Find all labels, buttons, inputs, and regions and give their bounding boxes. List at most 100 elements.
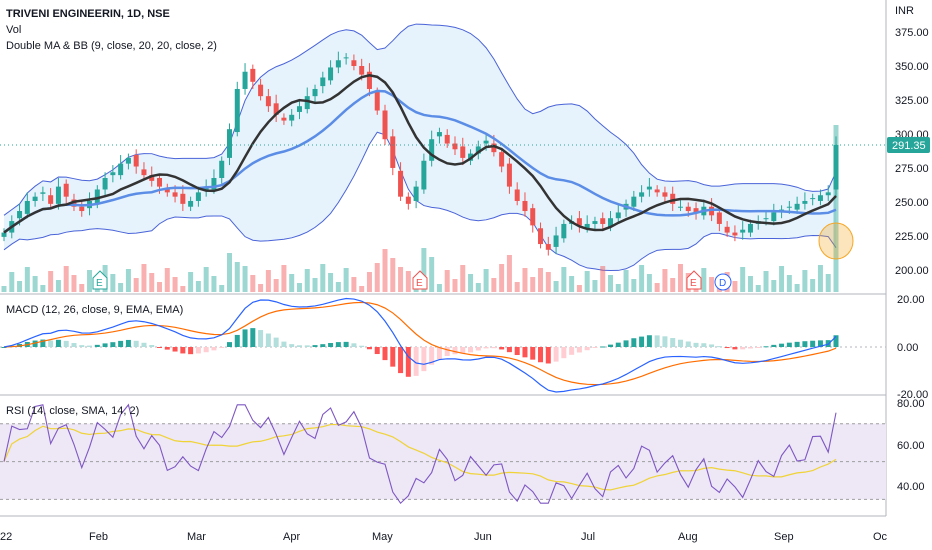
candle-body [491, 143, 497, 153]
rsi-axis: 80.00 60.00 40.00 [897, 398, 925, 493]
macd-histogram-bar [615, 342, 621, 347]
macd-histogram-bar [468, 347, 474, 353]
macd-histogram-bar [569, 347, 575, 355]
candle-body [157, 178, 163, 187]
volume-bar [258, 284, 264, 292]
earnings-marker-1[interactable]: E [92, 270, 108, 290]
macd-histogram-bar [538, 347, 544, 363]
svg-text:80.00: 80.00 [897, 398, 925, 410]
volume-bar [646, 274, 652, 292]
volume-bar [211, 276, 217, 292]
candle-body [592, 221, 598, 224]
candle-body [63, 183, 69, 197]
macd-histogram-bar [646, 335, 652, 347]
volume-bar [141, 264, 147, 292]
candle-body [55, 186, 61, 204]
macd-histogram-bar [110, 342, 116, 347]
macd-histogram-bar [499, 347, 505, 350]
candle-body [716, 212, 722, 224]
candle-body [312, 88, 318, 97]
macd-histogram-bar [40, 339, 46, 347]
candle-body [48, 195, 54, 204]
macd-signal-line [3, 301, 837, 386]
volume-bar [755, 285, 761, 292]
volume-bar [530, 277, 536, 292]
volume-bar [709, 277, 715, 292]
macd-histogram-bar [359, 345, 365, 347]
moving-averages [3, 73, 837, 234]
candle-body [522, 200, 528, 212]
candle-body [296, 106, 302, 112]
candle-body [328, 67, 334, 81]
volume-bar [771, 280, 777, 292]
macd-panel [0, 297, 886, 393]
macd-histogram-bar [320, 344, 326, 347]
ma-slow-line [3, 89, 837, 234]
macd-histogram-bar [343, 341, 349, 347]
volume-bar [328, 273, 334, 292]
volume-bar [553, 281, 559, 292]
svg-text:22: 22 [0, 531, 12, 543]
volume-bar [468, 274, 474, 292]
svg-text:Sep: Sep [774, 531, 794, 543]
dividend-marker[interactable]: D [714, 273, 732, 291]
macd-histogram-bar [833, 335, 839, 347]
volume-bar [654, 283, 660, 292]
candle-body [740, 229, 746, 233]
candle-body [24, 200, 30, 214]
volume-bar [810, 279, 816, 292]
macd-histogram-bar [87, 345, 93, 347]
volume-bar [250, 275, 256, 292]
candle-body [833, 144, 839, 190]
volume-bar [460, 265, 466, 292]
currency-label: INR [895, 5, 914, 17]
candle-body [289, 114, 295, 121]
earnings-marker-3[interactable]: E [686, 270, 702, 290]
macd-histogram-bar [452, 347, 458, 355]
volume-bar [172, 277, 178, 292]
macd-histogram-bar [296, 345, 302, 347]
candle-body [538, 228, 544, 245]
volume-bar [24, 267, 30, 292]
volume-bar [662, 269, 668, 292]
volume-bar [180, 286, 186, 292]
volume-bar [701, 268, 707, 292]
volume-bar [335, 282, 341, 292]
volume-bar [226, 253, 232, 292]
volume-bar [312, 278, 318, 292]
volume-bar [281, 265, 287, 292]
svg-text:350.00: 350.00 [895, 61, 929, 73]
volume-bar [273, 279, 279, 292]
volume-bar [584, 271, 590, 292]
svg-text:40.00: 40.00 [897, 481, 925, 493]
macd-histogram-bar [817, 340, 823, 347]
volume-bar [366, 272, 372, 292]
macd-histogram-bar [747, 347, 753, 349]
volume-bar [600, 266, 606, 292]
candle-body [662, 192, 668, 197]
candle-body [172, 192, 178, 197]
macd-histogram-bar [258, 330, 264, 347]
candle-body [429, 139, 435, 161]
svg-text:Apr: Apr [283, 531, 300, 543]
volume-bar [374, 263, 380, 292]
candle-body [110, 172, 116, 176]
svg-text:250.00: 250.00 [895, 197, 929, 209]
candle-body [281, 117, 287, 121]
ma-fast-line [3, 73, 837, 234]
volume-bar [149, 273, 155, 292]
volume-bar [343, 268, 349, 292]
macd-legend: MACD (12, 26, close, 9, EMA, EMA) [6, 304, 184, 316]
macd-histogram-bar [405, 347, 411, 377]
volume-bar [157, 282, 163, 292]
candle-body [576, 218, 582, 226]
volume-bar [444, 270, 450, 292]
volume-bar [499, 264, 505, 292]
svg-text:E: E [416, 278, 423, 289]
macd-histogram-bar [654, 335, 660, 347]
earnings-marker-2[interactable]: E [412, 270, 428, 290]
candle-body [164, 189, 170, 193]
candle-body [483, 140, 489, 144]
svg-text:325.00: 325.00 [895, 95, 929, 107]
